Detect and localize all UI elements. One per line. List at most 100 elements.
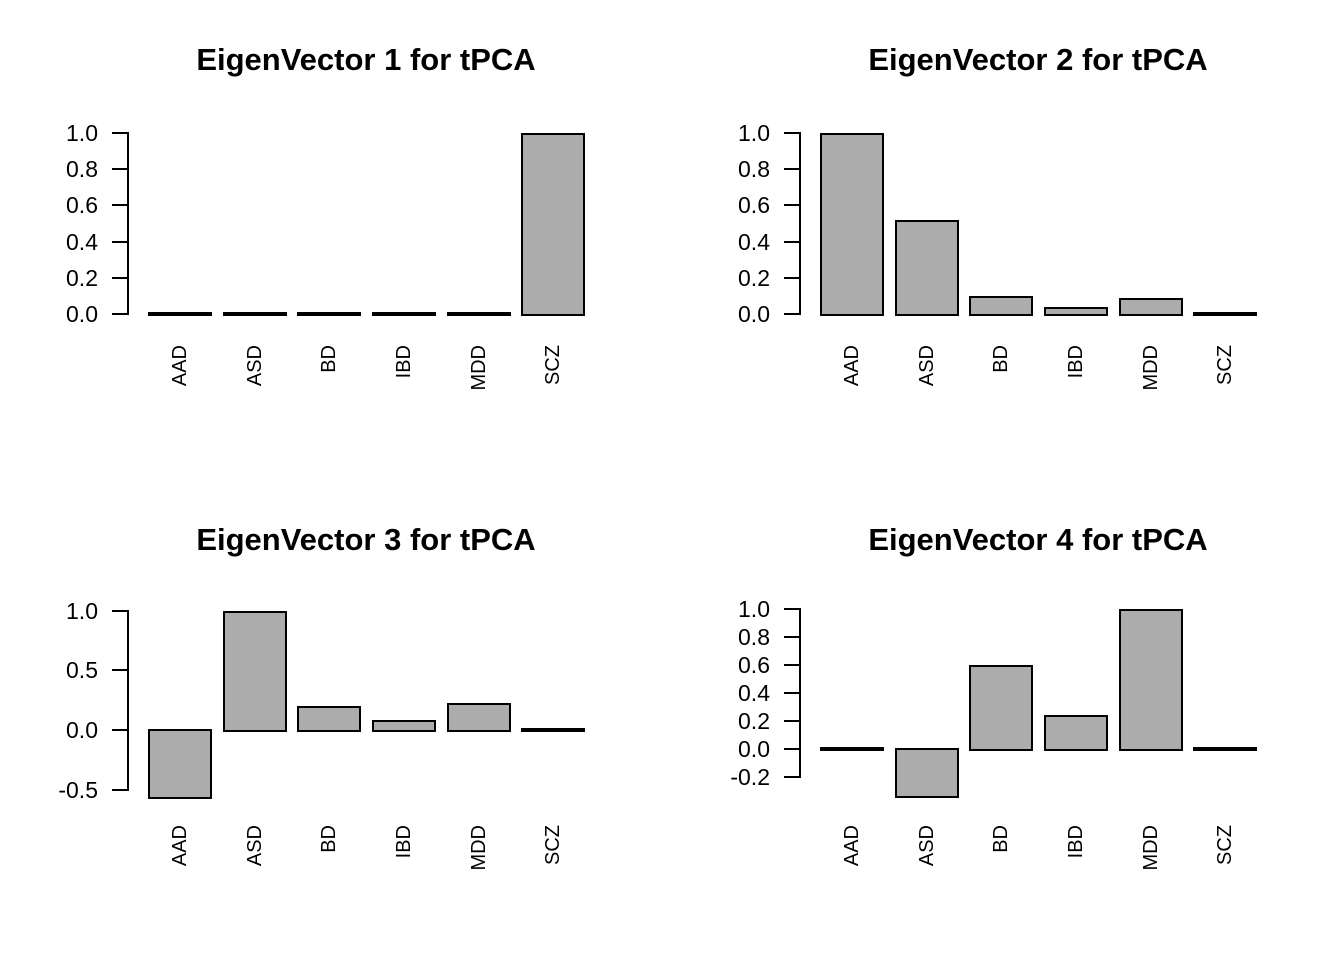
x-category-label: MDD (1139, 345, 1162, 391)
y-tick (112, 204, 129, 207)
bar (1044, 715, 1108, 751)
y-tick-label: 1.0 (738, 120, 770, 146)
x-category-label: AAD (169, 345, 191, 387)
x-category-label: MDD (467, 345, 490, 391)
y-tick (784, 132, 801, 134)
y-tick (112, 669, 129, 672)
panel-eigenvector-1: EigenVector 1 for tPCA 0.0 0.2 0.4 0.6 0.8 1.… (0, 0, 672, 480)
y-tick (784, 240, 801, 243)
y-tick-label: 0.4 (738, 228, 770, 255)
y-tick-label: 0.0 (738, 736, 770, 762)
y-tick (112, 313, 129, 315)
bar (1044, 306, 1108, 316)
x-category-label: AAD (169, 825, 191, 867)
y-tick-label: 0.4 (738, 680, 770, 706)
y-tick-label: 0.2 (738, 264, 770, 291)
bar (222, 312, 287, 316)
bar (969, 295, 1034, 316)
panel-eigenvector-3: EigenVector 3 for tPCA -0.5 0.0 0.5 1.0 AAD A… (0, 480, 672, 960)
bar (820, 133, 884, 316)
panel-eigenvector-4: EigenVector 4 for tPCA -0.2 0.0 0.2 0.4 0.6 0… (672, 480, 1344, 960)
y-tick-label: 0.0 (66, 301, 98, 327)
y-tick-label: 0.5 (66, 657, 98, 684)
bar (222, 610, 287, 732)
bar (820, 747, 884, 751)
x-category-label: BD (990, 345, 1013, 373)
y-tick-label: 1.0 (66, 597, 98, 624)
x-category-label: BD (990, 825, 1013, 853)
y-tick (112, 788, 129, 791)
y-tick (784, 664, 801, 666)
x-category-label: BD (318, 345, 341, 373)
x-category-label: SCZ (1214, 825, 1237, 865)
chart-title: EigenVector 2 for tPCA (868, 42, 1208, 77)
bar (1193, 312, 1258, 316)
x-category-label: ASD (915, 345, 938, 387)
x-category-label: AAD (841, 825, 863, 867)
y-tick-label: 0.6 (738, 192, 770, 219)
y-tick-label: 0.4 (66, 228, 98, 255)
y-tick-label: 0.0 (738, 301, 770, 327)
y-axis-line (127, 132, 129, 315)
bar (894, 219, 959, 316)
x-category-label: ASD (243, 345, 266, 387)
y-tick (112, 609, 129, 612)
x-category-label: ASD (915, 825, 938, 867)
y-tick (784, 204, 801, 207)
chart-title: EigenVector 3 for tPCA (196, 522, 536, 557)
y-tick (784, 608, 801, 610)
y-tick (112, 240, 129, 243)
x-category-label: MDD (1139, 825, 1162, 871)
y-tick (112, 276, 129, 279)
chart-title: EigenVector 1 for tPCA (196, 42, 536, 77)
y-tick-label: 0.8 (738, 624, 770, 650)
y-tick-label: 0.2 (66, 264, 98, 291)
bar (1118, 297, 1183, 316)
y-tick-label: 0.8 (738, 156, 770, 183)
bar (372, 312, 436, 316)
bar (372, 720, 436, 732)
x-category-label: IBD (393, 345, 415, 379)
y-tick (784, 636, 801, 638)
x-category-label: IBD (1065, 345, 1087, 379)
chart-title: EigenVector 4 for tPCA (868, 522, 1208, 557)
bar (446, 312, 511, 316)
y-tick-label: -0.2 (730, 764, 770, 790)
y-tick (784, 748, 801, 750)
y-tick (784, 168, 801, 171)
x-category-label: SCZ (542, 825, 565, 865)
x-category-label: BD (318, 825, 341, 853)
y-tick (784, 776, 801, 778)
y-tick (112, 168, 129, 171)
bar (297, 312, 362, 316)
x-category-label: IBD (1065, 825, 1087, 859)
x-category-label: ASD (243, 825, 266, 867)
y-tick-label: 0.6 (738, 652, 770, 678)
y-tick (112, 132, 129, 134)
y-tick (784, 313, 801, 315)
y-tick (784, 692, 801, 694)
x-category-label: SCZ (1214, 345, 1237, 385)
y-tick-label: 0.2 (738, 708, 770, 734)
x-category-label: MDD (467, 825, 490, 871)
bar (297, 706, 362, 732)
y-tick (112, 729, 129, 731)
bar (148, 312, 212, 316)
bar (521, 728, 586, 732)
bar (969, 665, 1034, 751)
y-tick-label: 0.8 (66, 156, 98, 183)
bar (521, 133, 586, 316)
bar (1193, 747, 1258, 751)
bar (148, 729, 212, 799)
bar (1118, 609, 1183, 751)
y-tick-label: 1.0 (66, 120, 98, 146)
y-tick-label: 1.0 (738, 596, 770, 622)
x-category-label: IBD (393, 825, 415, 859)
x-category-label: AAD (841, 345, 863, 387)
bar (894, 748, 959, 798)
x-category-label: SCZ (542, 345, 565, 385)
y-axis-line (799, 132, 801, 315)
y-tick (784, 276, 801, 279)
panel-eigenvector-2: EigenVector 2 for tPCA 0.0 0.2 0.4 0.6 0.8 1.… (672, 0, 1344, 480)
